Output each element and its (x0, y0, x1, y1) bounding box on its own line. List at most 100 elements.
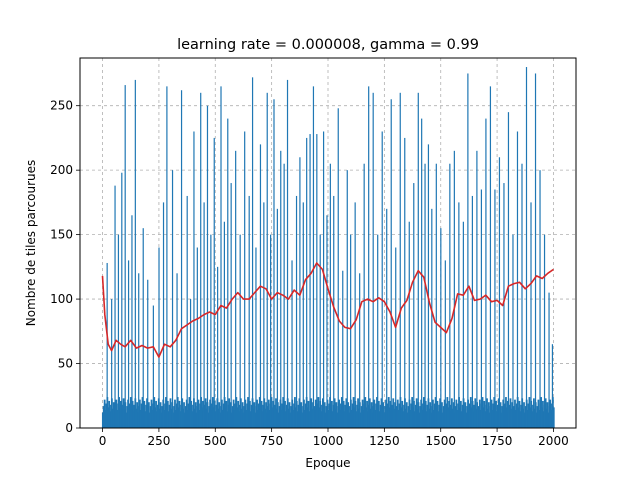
bar (523, 412, 526, 428)
bar (224, 407, 227, 428)
bar (133, 404, 136, 428)
bar (475, 408, 478, 428)
bar (462, 221, 464, 428)
bar (394, 402, 396, 428)
bar (290, 406, 293, 428)
bar (213, 137, 215, 429)
bar (333, 195, 335, 428)
y-tick-label: 250 (50, 99, 73, 113)
bar (196, 247, 198, 428)
bar (355, 411, 358, 428)
bar (114, 185, 116, 428)
bar (552, 407, 555, 428)
bar (534, 73, 537, 428)
bar (459, 400, 462, 428)
bar (493, 397, 496, 428)
bar (304, 403, 307, 428)
bar (101, 412, 104, 428)
bar (222, 403, 225, 428)
bar (361, 399, 364, 428)
bar (148, 412, 151, 428)
bar (126, 406, 129, 428)
bar (521, 163, 523, 428)
bar (161, 406, 164, 428)
bar (454, 406, 457, 428)
bar (415, 398, 418, 428)
bar (416, 408, 419, 428)
bar (129, 397, 132, 428)
bar (504, 403, 506, 428)
bar (359, 412, 362, 428)
moving-average (101, 262, 554, 358)
bar (533, 408, 536, 428)
bar (179, 411, 182, 428)
bar (457, 403, 460, 428)
bar (218, 402, 221, 428)
bar (465, 412, 468, 428)
bar (397, 409, 400, 428)
bar (160, 412, 163, 428)
bar (105, 403, 108, 428)
bar (407, 406, 410, 428)
bar (209, 399, 212, 428)
bar (386, 208, 388, 428)
bar (240, 408, 243, 428)
bar (313, 406, 316, 428)
bar (375, 403, 377, 428)
bar (192, 404, 194, 428)
bar (392, 398, 395, 428)
bar (421, 118, 423, 428)
bar (141, 397, 144, 428)
bar (174, 399, 176, 428)
bar (492, 403, 495, 428)
bar (436, 400, 439, 428)
bar (256, 399, 258, 428)
bar (468, 403, 471, 428)
bar (378, 411, 381, 428)
bar (208, 406, 211, 428)
bar (172, 412, 175, 428)
bar (400, 407, 403, 428)
bar (277, 412, 280, 428)
bar (540, 397, 543, 428)
bar (547, 412, 550, 428)
x-tick-label: 1750 (482, 434, 513, 448)
bar (349, 406, 351, 428)
bar (140, 403, 143, 428)
bar (428, 408, 431, 428)
bar (450, 404, 452, 428)
bar (505, 397, 507, 428)
bar (245, 409, 248, 428)
bar (244, 131, 246, 428)
bar (411, 397, 414, 428)
bar (342, 400, 345, 428)
bar (223, 221, 225, 428)
bar (371, 412, 374, 428)
bar (162, 202, 165, 428)
bar (473, 404, 476, 428)
bar (220, 86, 222, 428)
bar (348, 412, 350, 428)
bar (135, 408, 138, 428)
bar (147, 402, 150, 428)
bar (350, 409, 353, 428)
x-tick-label: 500 (204, 434, 227, 448)
bar (419, 406, 422, 428)
bar (131, 400, 134, 428)
bar (503, 183, 505, 428)
bar (450, 398, 453, 428)
bar (519, 411, 522, 428)
bar (232, 399, 235, 428)
bar (303, 399, 305, 428)
bar (102, 406, 105, 428)
bar (432, 399, 434, 428)
bar (270, 234, 272, 428)
bar (271, 407, 274, 428)
bar (522, 408, 524, 428)
bar (275, 398, 277, 428)
bar (338, 399, 341, 428)
bar (383, 412, 386, 428)
bar (467, 73, 469, 428)
bar (404, 137, 406, 429)
bar (445, 403, 448, 428)
